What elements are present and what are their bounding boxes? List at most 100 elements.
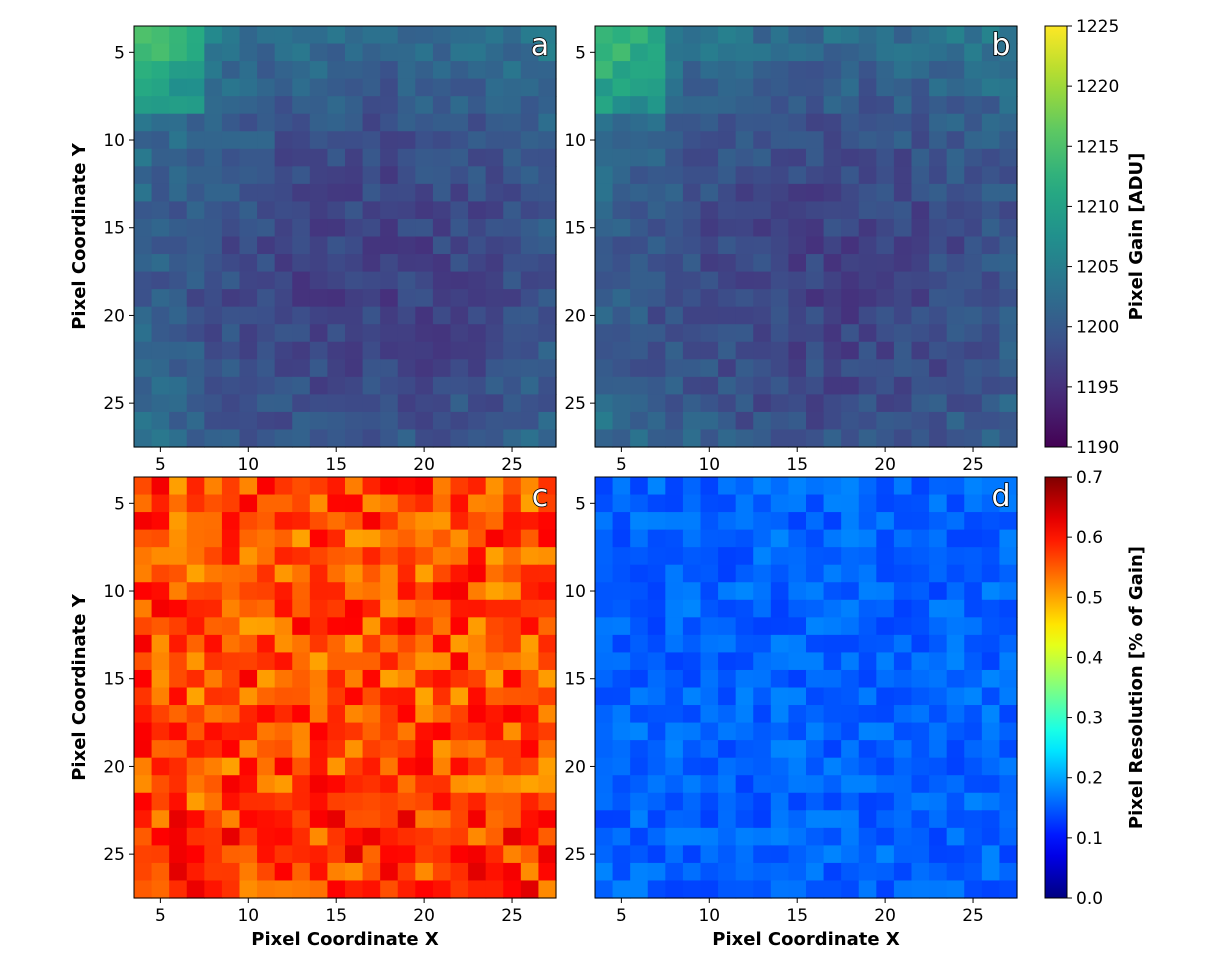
heatmap-cell xyxy=(665,564,684,583)
heatmap-cell xyxy=(823,845,842,864)
heatmap-cell xyxy=(380,61,399,80)
heatmap-cell xyxy=(397,271,416,290)
heatmap-cell xyxy=(345,131,364,150)
heatmap-cell xyxy=(806,411,825,431)
heatmap-cell xyxy=(397,183,416,203)
heatmap-cell xyxy=(274,740,293,759)
heatmap-cell xyxy=(718,862,737,882)
heatmap-cell xyxy=(858,582,877,601)
heatmap-cell xyxy=(946,131,965,150)
heatmap-cell xyxy=(735,634,754,654)
heatmap-cell xyxy=(876,218,895,238)
heatmap-cell xyxy=(380,131,399,150)
heatmap-cell xyxy=(257,845,276,864)
heatmap-cell xyxy=(999,324,1018,343)
heatmap-cell xyxy=(735,792,754,811)
heatmap-cell xyxy=(327,306,346,325)
heatmap-cell xyxy=(415,547,434,566)
heatmap-cell xyxy=(380,429,399,448)
heatmap-cell xyxy=(682,845,702,864)
heatmap-cell xyxy=(841,512,860,531)
heatmap-cell xyxy=(595,61,614,80)
heatmap-cell xyxy=(718,652,737,671)
heatmap-cell xyxy=(538,477,557,496)
heatmap-cell xyxy=(893,547,913,566)
heatmap-cell xyxy=(806,494,825,513)
heatmap-cell xyxy=(665,306,684,325)
heatmap-cell xyxy=(432,78,452,97)
heatmap-cell xyxy=(788,722,807,741)
heatmap-cell xyxy=(718,43,737,62)
heatmap-cell xyxy=(770,236,790,255)
heatmap-cell xyxy=(468,166,487,185)
heatmap-cell xyxy=(665,78,684,97)
heatmap-cell xyxy=(468,564,487,583)
heatmap-cell xyxy=(788,306,807,325)
heatmap-cell xyxy=(362,669,381,689)
heatmap-cell xyxy=(981,722,1001,741)
heatmap-cell xyxy=(823,810,842,829)
heatmap-cell xyxy=(362,757,381,776)
heatmap-cell xyxy=(612,324,631,343)
heatmap-cell xyxy=(612,78,631,97)
heatmap-cell xyxy=(468,705,487,724)
heatmap-cell xyxy=(432,477,452,496)
heatmap-cell xyxy=(981,131,1001,150)
heatmap-cell xyxy=(169,564,188,583)
heatmap-cell xyxy=(450,359,469,378)
heatmap-cell xyxy=(911,148,930,167)
heatmap-cell xyxy=(151,634,170,654)
heatmap-cell xyxy=(735,547,754,566)
heatmap-cell xyxy=(468,113,487,132)
heatmap-cell xyxy=(257,183,276,203)
heatmap-cell xyxy=(397,254,416,273)
heatmap-cell xyxy=(788,201,807,220)
heatmap-cell xyxy=(415,201,434,220)
heatmap-cell xyxy=(893,341,913,360)
heatmap-cell xyxy=(630,341,649,360)
heatmap-cell xyxy=(665,183,684,203)
heatmap-cell xyxy=(806,218,825,238)
heatmap-cell xyxy=(520,61,540,80)
heatmap-cell xyxy=(964,792,983,811)
heatmap-cell xyxy=(858,512,877,531)
heatmap-cell xyxy=(503,306,522,325)
heatmap-cell xyxy=(718,201,737,220)
heatmap-cell xyxy=(999,652,1018,671)
heatmap-cell xyxy=(503,845,522,864)
heatmap-cell xyxy=(753,271,772,290)
heatmap-cell xyxy=(345,324,364,343)
heatmap-cell xyxy=(221,705,241,724)
heatmap-cell xyxy=(806,757,825,776)
heatmap-cell xyxy=(735,218,754,238)
heatmap-cell xyxy=(468,810,487,829)
heatmap-cell xyxy=(630,61,649,80)
heatmap-cell xyxy=(788,236,807,255)
heatmap-cell xyxy=(858,148,877,167)
heatmap-cell xyxy=(630,148,649,167)
heatmap-cell xyxy=(981,582,1001,601)
heatmap-cell xyxy=(134,341,153,360)
heatmap-cell xyxy=(274,669,293,689)
heatmap-cell xyxy=(345,254,364,273)
heatmap-cell xyxy=(911,289,930,308)
x-tick-label: 20 xyxy=(874,906,896,926)
heatmap-cell xyxy=(327,166,346,185)
heatmap-cell xyxy=(946,705,965,724)
heatmap-cell xyxy=(345,827,364,846)
heatmap-cell xyxy=(362,61,381,80)
heatmap-cell xyxy=(309,775,329,794)
heatmap-cell xyxy=(999,148,1018,167)
heatmap-cell xyxy=(186,634,205,654)
heatmap-cell xyxy=(520,271,540,290)
heatmap-cell xyxy=(309,394,329,413)
heatmap-cell xyxy=(257,271,276,290)
heatmap-cell xyxy=(911,740,930,759)
heatmap-cell xyxy=(770,827,790,846)
heatmap-cell xyxy=(700,722,719,741)
heatmap-cell xyxy=(718,634,737,654)
heatmap-cell xyxy=(630,775,649,794)
heatmap-cell xyxy=(380,827,399,846)
heatmap-cell xyxy=(415,43,434,62)
